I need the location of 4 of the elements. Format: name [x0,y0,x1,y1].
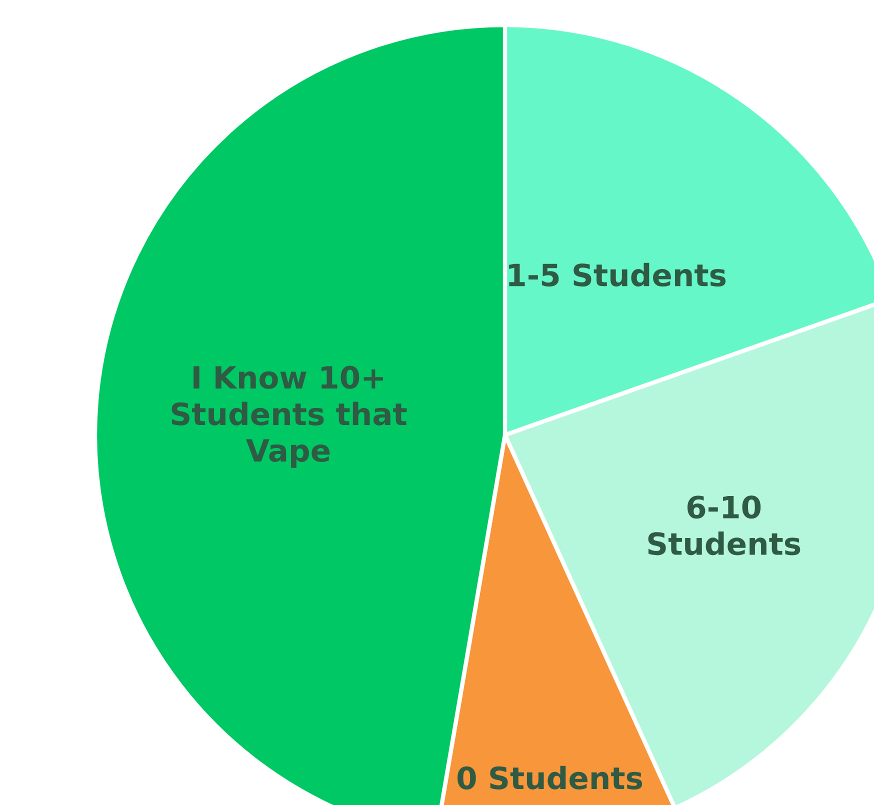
slice-label: 1-5 Students [509,262,726,287]
slice-label: 0 Students [458,766,642,790]
slice-label: 6-10 Students [648,496,800,556]
slice-label: I Know 10+ Students that Vape [172,366,407,468]
